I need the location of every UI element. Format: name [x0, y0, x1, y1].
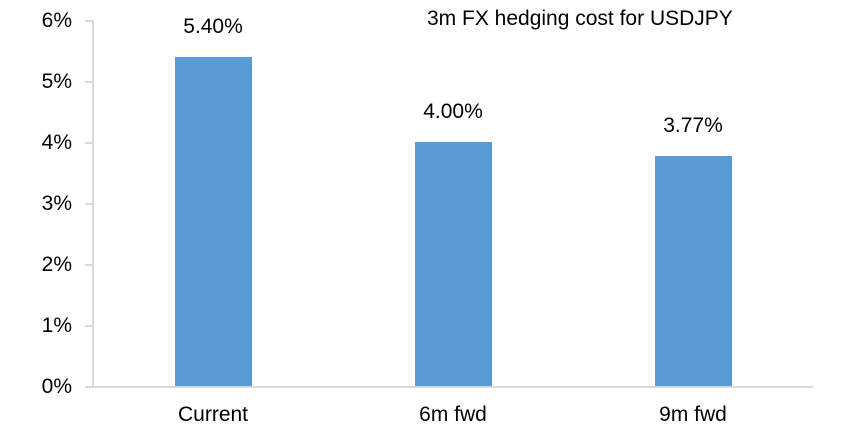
bar [414, 142, 492, 386]
y-tick-label: 6% [41, 9, 72, 32]
y-tick [85, 81, 93, 83]
bar-data-label: 3.77% [663, 114, 723, 138]
y-tick-label: 3% [41, 192, 72, 215]
bar-data-label: 4.00% [423, 100, 483, 123]
y-tick [85, 20, 93, 22]
y-tick [85, 203, 93, 205]
x-axis-line [85, 386, 813, 388]
x-category-label: Current [177, 403, 249, 426]
bar-data-label: 5.40% [183, 14, 243, 38]
y-tick-label: 5% [41, 70, 72, 93]
bar [174, 56, 252, 386]
y-tick-label: 1% [41, 314, 72, 337]
y-tick-label: 4% [41, 131, 72, 154]
x-category-label: 6m fwd [419, 403, 487, 426]
x-category-label: 9m fwd [659, 403, 727, 426]
chart-title: 3m FX hedging cost for USDJPY [427, 7, 733, 30]
y-tick [85, 325, 93, 327]
y-tick [85, 264, 93, 266]
y-tick [85, 142, 93, 144]
y-tick-label: 0% [41, 375, 72, 398]
y-tick [85, 386, 93, 388]
y-axis-line [92, 20, 94, 388]
y-tick-label: 2% [41, 253, 72, 276]
bar [654, 156, 732, 386]
